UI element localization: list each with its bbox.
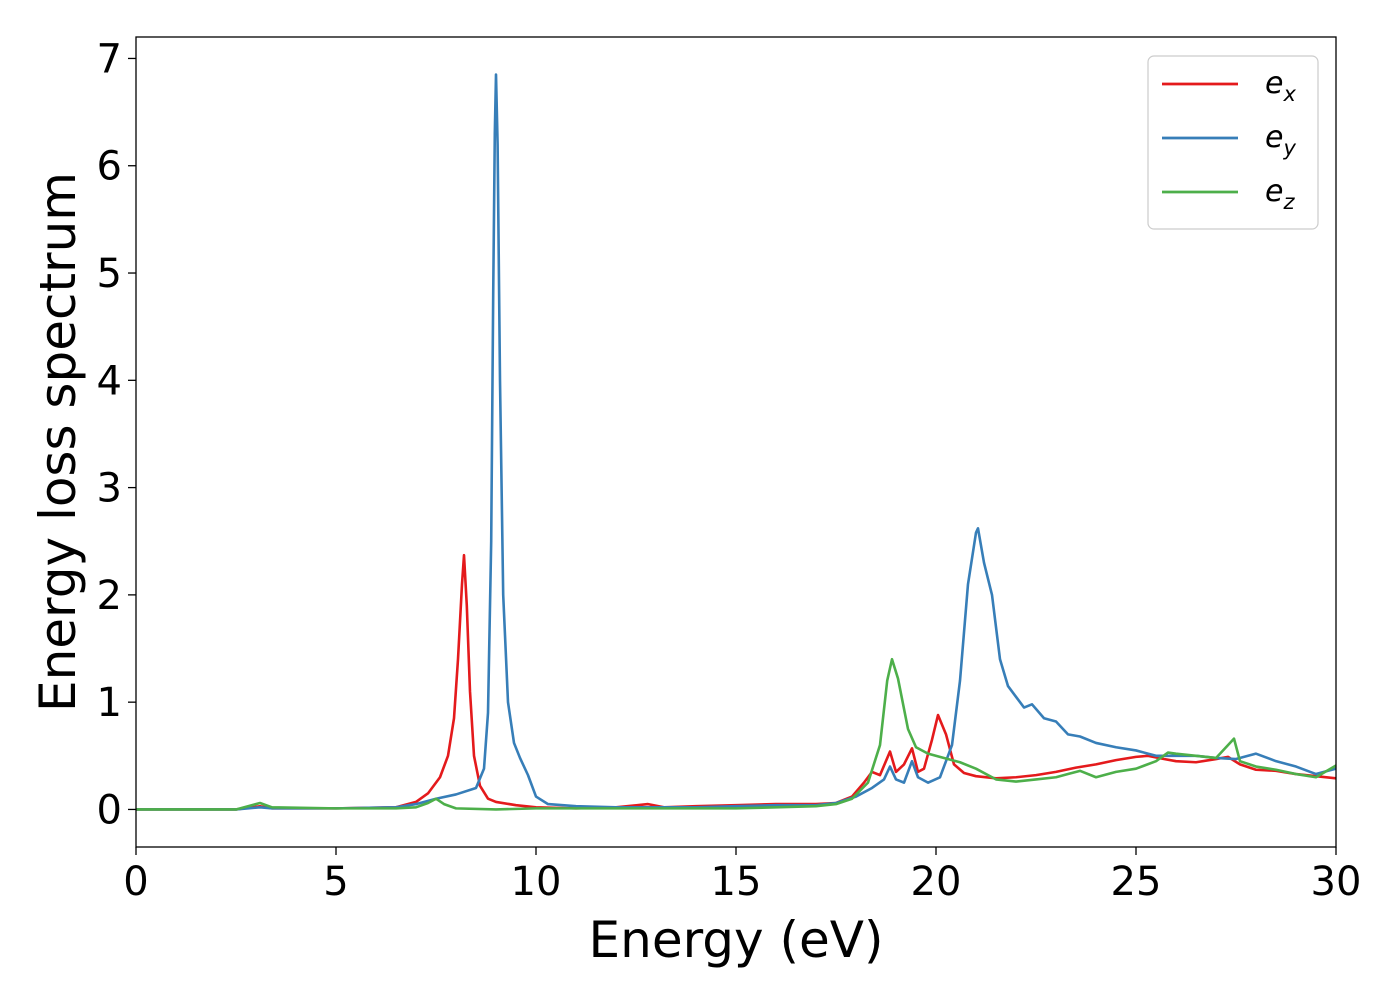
x-tick-label: 20 — [911, 859, 962, 905]
y-axis-label: Energy loss spectrum — [29, 172, 87, 712]
x-tick-label: 30 — [1311, 859, 1362, 905]
y-tick-label: 3 — [97, 466, 122, 512]
y-tick-label: 0 — [97, 787, 122, 833]
x-tick-label: 15 — [711, 859, 762, 905]
y-tick-label: 5 — [97, 251, 122, 297]
y-tick-label: 1 — [97, 680, 122, 726]
series-line-e-y — [136, 73, 1336, 811]
x-tick-label: 5 — [323, 859, 348, 905]
y-tick-label: 7 — [97, 36, 122, 82]
x-axis-ticks: 0 5 10 15 20 25 30 — [123, 847, 1361, 905]
y-tick-label: 4 — [97, 358, 122, 404]
y-tick-label: 2 — [97, 573, 122, 619]
x-tick-label: 25 — [1111, 859, 1162, 905]
series-line-e-x — [136, 553, 1336, 811]
x-axis-label: Energy (eV) — [589, 911, 884, 969]
series-line-e-z — [136, 657, 1336, 811]
legend-box — [1147, 55, 1319, 230]
series-layer — [136, 73, 1336, 811]
x-tick-label: 10 — [511, 859, 562, 905]
y-tick-label: 6 — [97, 144, 122, 190]
y-axis-ticks: 0 1 2 3 4 5 6 7 — [97, 36, 136, 833]
x-tick-label: 0 — [123, 859, 148, 905]
